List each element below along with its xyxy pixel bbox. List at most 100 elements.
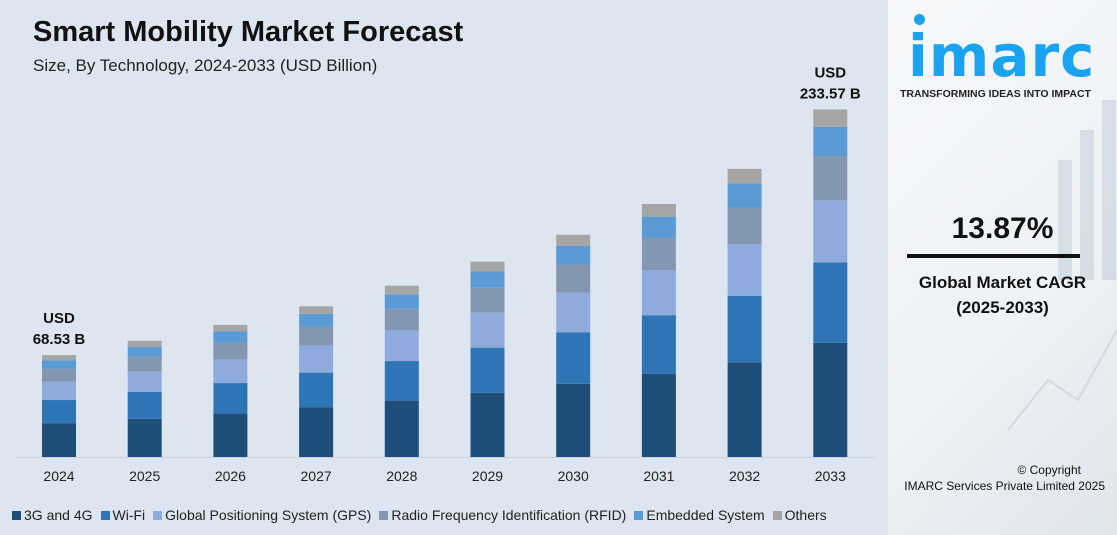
legend-label: Others [784,507,827,523]
bar-segment-2030-1 [556,332,591,384]
annotation-currency: USD [814,65,846,82]
legend-label: Embedded System [646,507,765,523]
legend-swatch [12,510,21,520]
logo-dot [914,14,925,25]
x-tick-label: 2029 [472,468,503,484]
bar-segment-2026-4 [213,331,248,343]
bar-segment-2024-5 [42,355,76,361]
bar-segment-2026-0 [213,413,248,457]
x-tick-label: 2028 [386,468,417,484]
annotation-value: 233.57 B [800,86,861,103]
side-panel: imarc TRANSFORMING IDEAS INTO IMPACT 13.… [888,0,1117,535]
legend-item: Embedded System [634,507,765,523]
bar-segment-2032-4 [727,183,762,208]
bar-segment-2029-4 [470,271,505,288]
bar-segment-2028-2 [384,330,419,362]
x-tick-label: 2024 [43,468,74,484]
cagr-value: 13.87% [951,212,1054,245]
bar-segment-2025-2 [127,371,162,392]
cagr-label-text: Global Market CAGR [918,273,1087,292]
copyright: © Copyright IMARC Services Private Limit… [904,462,1105,494]
logo-text: imarc [908,22,1096,90]
bar-segment-2033-5 [813,109,848,127]
bar-segment-2024-2 [42,381,76,401]
bar-segment-2031-3 [641,237,676,271]
chart-title: Smart Mobility Market Forecast [33,16,464,48]
bar-segment-2028-3 [384,308,419,331]
legend-swatch [634,510,644,520]
bar-segment-2033-1 [813,262,848,343]
bar-segment-2031-4 [641,216,676,238]
bar-segment-2032-1 [727,295,762,363]
bar-segment-2030-3 [556,264,591,293]
bar-segment-2024-3 [42,368,76,382]
bar-segment-2025-0 [127,418,162,457]
legend-item: Global Positioning System (GPS) [153,507,371,523]
legend-label: Global Positioning System (GPS) [165,507,372,523]
cagr-period: (2025-2033) [956,298,1049,317]
bar-segment-2024-0 [42,423,76,457]
bar-segment-2028-0 [384,400,419,457]
bar-segment-2033-2 [813,200,848,263]
bar-segment-2026-3 [213,342,248,360]
bar-segment-2030-5 [556,234,591,246]
bar-segment-2025-4 [127,346,162,357]
legend-item: Wi-Fi [100,507,146,523]
bar-segment-2031-5 [641,203,676,217]
cagr-label: Global Market CAGR (2025-2033) [888,270,1117,320]
chart-subtitle: Size, By Technology, 2024-2033 (USD Bill… [33,56,378,75]
bar-segment-2028-4 [384,294,419,309]
legend-swatch [153,510,163,520]
legend-label: Wi-Fi [112,507,146,523]
bar-segment-2030-0 [556,383,591,457]
bar-segment-2029-2 [470,312,505,348]
x-tick-label: 2030 [558,468,589,484]
bar-segment-2033-3 [813,156,848,201]
bar-segment-2031-2 [641,270,676,316]
bar-segment-2030-4 [556,245,591,265]
annotation-currency: USD [43,310,75,327]
x-tick-label: 2026 [215,468,246,484]
bar-segment-2028-1 [384,361,419,401]
bar-segment-2026-1 [213,383,248,414]
bar-segment-2033-0 [813,342,848,457]
bar-segment-2031-1 [641,315,676,374]
bar-segment-2032-2 [727,244,762,296]
x-tick-label: 2032 [729,468,760,484]
bar-segment-2029-0 [470,392,505,457]
tagline: TRANSFORMING IDEAS INTO IMPACT [900,88,1091,100]
legend-item: Others [772,507,827,523]
bar-segment-2024-1 [42,400,76,424]
bar-segment-2027-5 [299,306,334,314]
bar-segment-2031-0 [641,373,676,457]
bar-segment-2027-2 [299,345,334,373]
x-tick-label: 2025 [129,468,160,484]
bar-chart: 2024 2025 2026 2027 2028 2029 2030 2031 2032 2033… [15,65,875,484]
legend-item: Radio Frequency Identification (RFID) [379,507,626,523]
imarc-logo: imarc [900,10,1110,86]
cagr-divider [907,254,1080,258]
annotation-value: 68.53 B [33,331,86,348]
bar-segment-2027-0 [299,407,334,457]
copyright-text: © Copyright [1017,463,1081,477]
copyright-company: IMARC Services Private Limited 2025 [904,479,1105,493]
legend-label: Radio Frequency Identification (RFID) [391,507,627,523]
bar-segment-2029-1 [470,347,505,393]
x-tick-label: 2027 [301,468,332,484]
chart-area: Smart Mobility Market Forecast Size, By … [0,0,888,535]
bar-segment-2026-5 [213,324,248,332]
legend-swatch [379,510,389,520]
background-chart-graphic [1007,100,1117,431]
x-tick-label: 2033 [815,468,846,484]
legend: 3G and 4G Wi-Fi Global Positioning System … [12,507,827,523]
bar-segment-2029-5 [470,261,505,272]
legend-label: 3G and 4G [24,507,93,523]
bar-segment-2027-4 [299,313,334,327]
bar-segment-2032-3 [727,207,762,245]
legend-item: 3G and 4G [12,507,93,523]
bar-segment-2032-5 [727,168,762,184]
bar-segment-2025-3 [127,356,162,372]
x-tick-label: 2031 [643,468,674,484]
legend-swatch [772,510,782,520]
bar-segment-2032-0 [727,362,762,457]
